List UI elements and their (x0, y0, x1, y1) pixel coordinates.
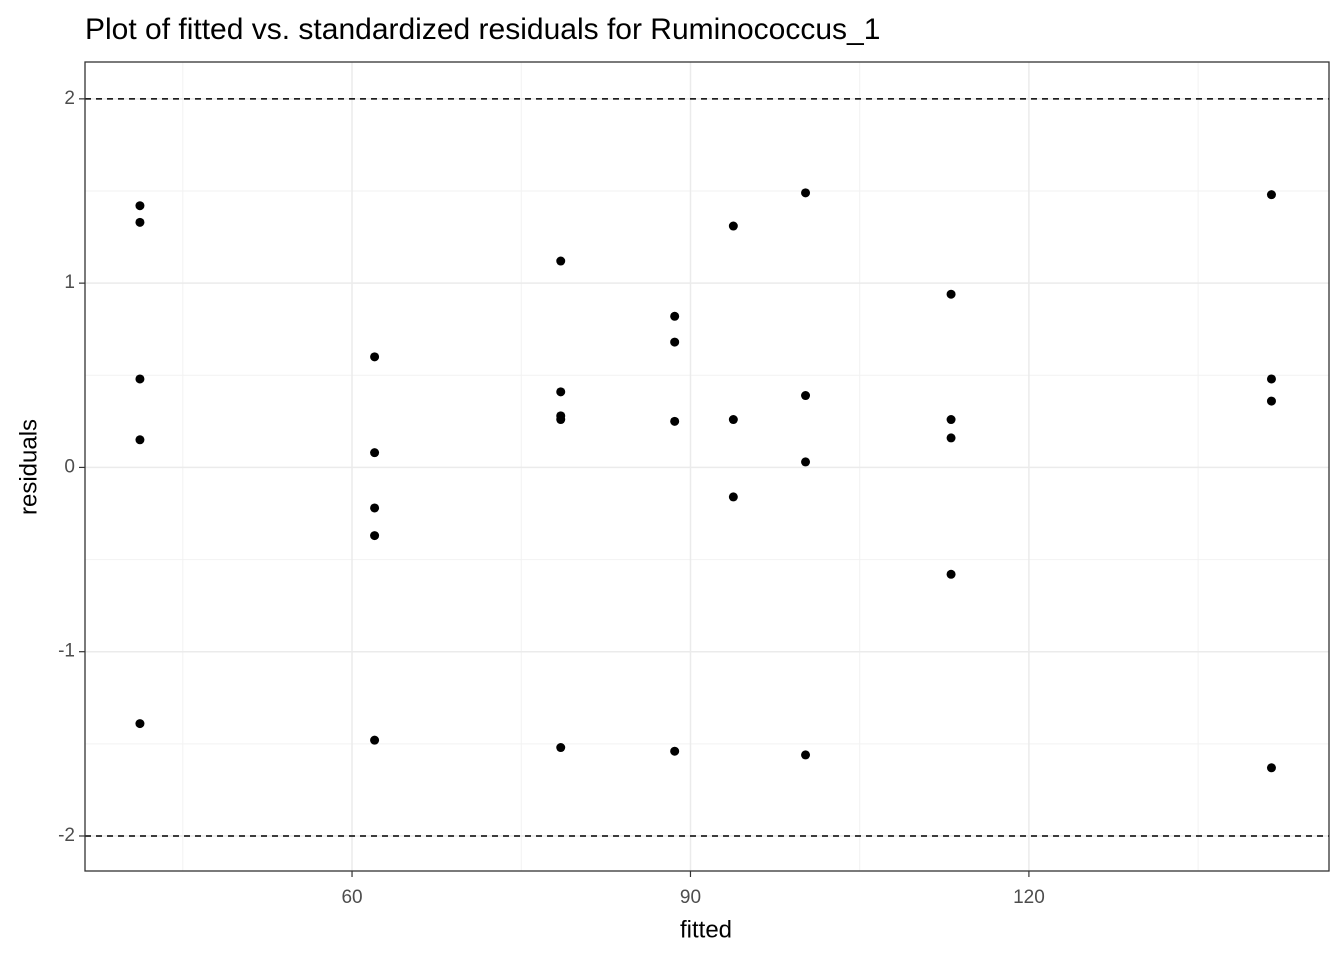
x-tick-label: 60 (341, 887, 362, 908)
point (556, 387, 566, 397)
y-tick-label: -2 (58, 825, 75, 846)
point (670, 337, 680, 347)
y-tick-label: -1 (58, 641, 75, 662)
point (135, 201, 145, 211)
y-tick-label: 0 (64, 456, 75, 477)
point (670, 311, 680, 321)
point (556, 256, 566, 266)
point (1266, 190, 1276, 200)
point (728, 221, 738, 231)
point (135, 374, 145, 384)
point (135, 217, 145, 227)
point (370, 352, 380, 362)
chart-title: Plot of fitted vs. standardized residual… (85, 13, 880, 46)
point (946, 433, 956, 443)
y-tick-label: 1 (64, 272, 75, 293)
point (728, 415, 738, 425)
point (946, 289, 956, 299)
point (135, 719, 145, 729)
point (946, 569, 956, 579)
point (370, 448, 380, 458)
point (801, 188, 811, 198)
point (801, 391, 811, 401)
point (801, 750, 811, 760)
point (556, 415, 566, 425)
point (670, 416, 680, 426)
point (1266, 763, 1276, 773)
x-tick-label: 90 (680, 887, 701, 908)
point (801, 457, 811, 467)
point (728, 492, 738, 502)
point (1266, 396, 1276, 406)
point (135, 435, 145, 445)
point (370, 735, 380, 745)
point (556, 743, 566, 753)
point (946, 415, 956, 425)
panel-border (84, 61, 1330, 872)
y-tick-label: 2 (64, 88, 75, 109)
point (370, 503, 380, 513)
point (670, 746, 680, 756)
point (370, 531, 380, 541)
y-axis-label: residuals (15, 419, 42, 515)
x-axis-label: fitted (680, 916, 732, 943)
point (1266, 374, 1276, 384)
x-tick-label: 120 (1013, 887, 1045, 908)
